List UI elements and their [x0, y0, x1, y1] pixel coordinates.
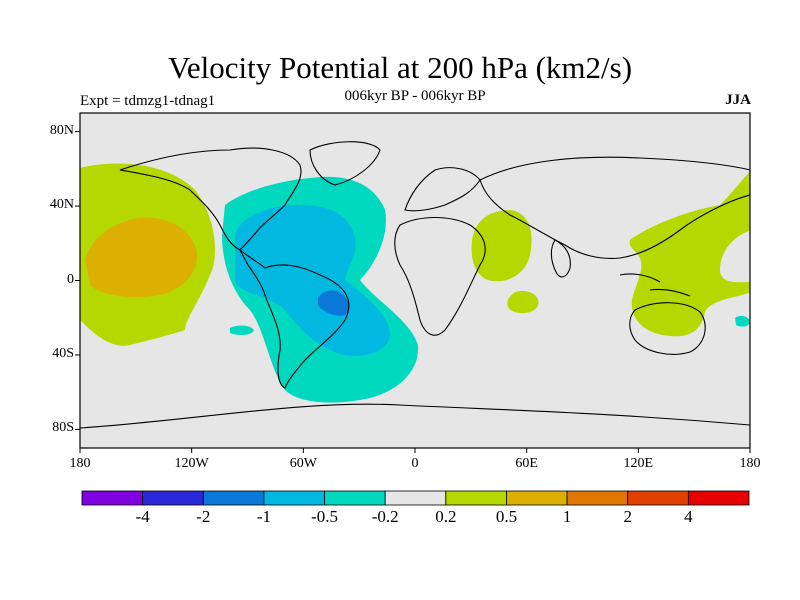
colorbar-label: -0.5	[311, 507, 338, 526]
x-tick-label: 120E	[623, 456, 654, 471]
x-tick-label: 180	[739, 456, 761, 471]
colorbar-swatch	[627, 490, 689, 506]
colorbar-swatch	[506, 490, 568, 506]
colorbar-label: -1	[256, 507, 271, 526]
colorbar-label: 1	[562, 507, 572, 526]
region-arabia-0-2	[471, 210, 532, 282]
colorbar-label: -2	[196, 507, 211, 526]
region-small-neg-southpac	[230, 325, 254, 335]
y-tick-label: 0	[67, 271, 74, 287]
region-pacific-0-5	[85, 217, 198, 297]
y-tick-label: 40S	[52, 345, 74, 361]
contour-fills	[80, 141, 750, 429]
x-tick-label: 60E	[515, 456, 538, 471]
y-tick-label: 80S	[52, 420, 74, 436]
x-tick-label: 120W	[174, 456, 209, 471]
colorbar-swatch	[566, 490, 629, 506]
region-maritime-0-2	[629, 171, 750, 337]
y-tick-label: 40N	[49, 197, 74, 213]
colorbar-label: 0.5	[495, 507, 518, 526]
region-indian-ocean-0-2	[507, 290, 539, 314]
colorbar-swatch	[263, 490, 325, 506]
region-americas-neg-0-5	[235, 205, 390, 356]
colorbar-label: 2	[623, 507, 632, 526]
chart-title: Velocity Potential at 200 hPa (km2/s)	[167, 50, 633, 85]
colorbar-swatch	[142, 490, 204, 506]
colorbar-label: 4	[684, 507, 693, 526]
colorbar-swatch	[687, 490, 750, 506]
season-label: JJA	[725, 92, 751, 108]
x-tick-label: 60W	[289, 456, 317, 471]
subtitle-center: 006kyr BP - 006kyr BP	[344, 88, 486, 104]
colorbar-swatch	[324, 490, 386, 506]
region-small-neg-pacific	[735, 315, 750, 327]
x-tick-label: 180	[69, 456, 91, 471]
region-brazil-neg-1	[318, 290, 350, 316]
colorbar	[81, 490, 750, 506]
colorbar-label: 0.2	[435, 507, 457, 526]
y-tick-label: 80N	[49, 122, 74, 138]
colorbar-swatch	[81, 490, 144, 506]
axis-ticks	[75, 131, 751, 453]
colorbar-label: -4	[135, 507, 150, 526]
subtitle-left: Expt = tdmzg1-tdnag1	[80, 93, 216, 109]
colorbar-swatch	[202, 490, 265, 506]
colorbar-swatch	[445, 490, 507, 506]
coastlines	[80, 141, 750, 429]
x-tick-label: 0	[411, 456, 419, 471]
colorbar-swatch	[384, 490, 447, 506]
colorbar-label: -0.2	[371, 507, 399, 526]
